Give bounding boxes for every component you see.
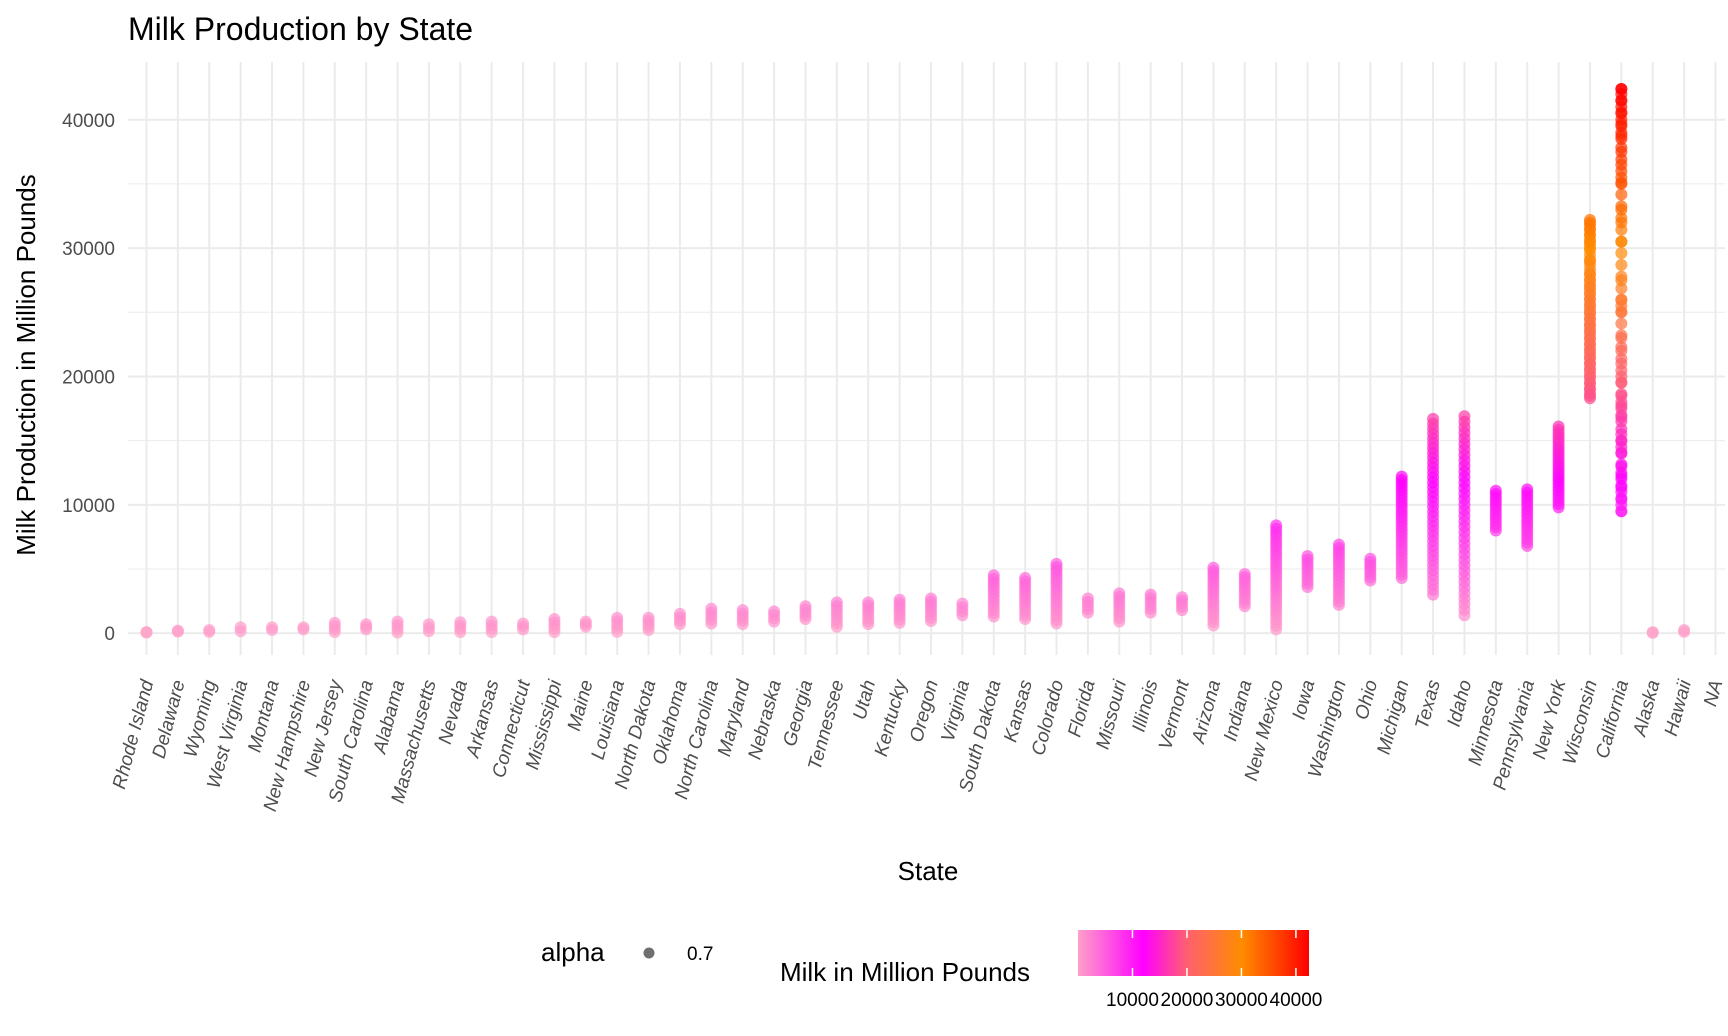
data-point: [956, 597, 969, 610]
data-point: [1615, 171, 1628, 184]
data-point: [1678, 623, 1691, 636]
data-point: [987, 569, 1000, 582]
data-point: [1615, 258, 1628, 271]
data-point: [140, 626, 153, 639]
y-tick-label: 30000: [62, 239, 115, 260]
data-point: [1615, 428, 1628, 441]
y-tick-label: 40000: [62, 111, 115, 132]
data-point: [1615, 247, 1628, 260]
data-point: [1615, 357, 1628, 370]
data-point: [422, 618, 435, 631]
data-point: [1615, 317, 1628, 330]
data-point: [1615, 370, 1628, 383]
color-legend-ticks: 10000 20000 30000 40000: [1106, 930, 1322, 1011]
data-point: [234, 621, 247, 634]
color-legend-tick-label: 30000: [1215, 990, 1268, 1011]
y-tick-label: 20000: [62, 367, 115, 388]
data-point: [925, 592, 937, 605]
y-axis-title: Milk Production in Million Pounds: [11, 174, 41, 556]
color-legend-tick-label: 40000: [1270, 990, 1323, 1011]
data-point: [1019, 571, 1032, 584]
gridlines: [128, 62, 1725, 655]
data-point: [579, 615, 592, 628]
data-point: [736, 604, 749, 617]
data-point: [1081, 592, 1094, 605]
x-axis-title: State: [898, 856, 959, 886]
data-point: [862, 596, 875, 609]
data-point: [1270, 519, 1283, 532]
data-point: [1646, 626, 1659, 639]
data-point: [1615, 344, 1628, 357]
data-point: [1615, 389, 1628, 402]
data-point: [611, 611, 624, 624]
alpha-legend-key: [643, 947, 655, 959]
chart-title: Milk Production by State: [128, 11, 473, 47]
data-point: [203, 623, 216, 636]
data-points: [140, 82, 1691, 639]
color-legend-tick-label: 10000: [1106, 990, 1159, 1011]
data-point: [1395, 470, 1408, 483]
data-point: [391, 615, 404, 628]
data-point: [548, 613, 561, 626]
data-point: [1552, 420, 1565, 433]
data-point: [1615, 188, 1628, 201]
data-point: [1050, 557, 1063, 570]
data-point: [454, 616, 467, 629]
data-point: [328, 616, 341, 629]
data-point: [1427, 412, 1440, 425]
y-axis-ticks: 0 10000 20000 30000 40000: [62, 111, 115, 645]
data-point: [1615, 274, 1628, 287]
data-point: [266, 621, 279, 634]
data-point: [1238, 568, 1251, 581]
data-point: [1207, 561, 1220, 574]
data-point: [1583, 267, 1596, 280]
data-point: [830, 596, 843, 609]
color-legend: Milk in Million Pounds 10000 20000 30000 40…: [780, 930, 1322, 1011]
data-point: [297, 621, 310, 634]
data-point: [799, 600, 812, 613]
data-point: [705, 602, 718, 615]
y-tick-label: 10000: [62, 496, 115, 517]
data-point: [1615, 460, 1628, 473]
data-point: [1521, 483, 1534, 496]
data-point: [1489, 484, 1502, 497]
data-point: [1615, 158, 1628, 171]
alpha-legend-label: 0.7: [687, 944, 713, 965]
data-point: [1615, 82, 1628, 95]
data-point: [673, 607, 686, 620]
data-point: [1583, 254, 1596, 267]
data-point: [1615, 203, 1628, 216]
data-point: [171, 624, 184, 637]
data-point: [1332, 538, 1345, 551]
data-point: [1113, 587, 1126, 600]
data-point: [1615, 145, 1628, 158]
data-point: [642, 611, 655, 624]
data-point: [1583, 216, 1596, 229]
data-point: [517, 617, 530, 630]
data-point: [1615, 235, 1628, 248]
alpha-legend-title: alpha: [541, 937, 605, 967]
color-legend-title: Milk in Million Pounds: [780, 957, 1030, 987]
color-legend-bar: [1078, 930, 1309, 976]
data-point: [1615, 331, 1628, 344]
data-point: [1364, 552, 1377, 565]
alpha-legend: alpha 0.7: [541, 937, 713, 967]
data-point: [1615, 293, 1628, 306]
data-point: [768, 605, 781, 618]
data-point: [1615, 216, 1628, 229]
data-point: [1144, 588, 1157, 601]
y-tick-label: 0: [104, 624, 115, 645]
data-point: [1458, 410, 1471, 423]
color-legend-tick-label: 20000: [1161, 990, 1214, 1011]
data-point: [1176, 591, 1189, 604]
data-point: [360, 618, 373, 631]
data-point: [1301, 550, 1314, 563]
data-point: [485, 615, 498, 628]
data-point: [893, 593, 906, 606]
